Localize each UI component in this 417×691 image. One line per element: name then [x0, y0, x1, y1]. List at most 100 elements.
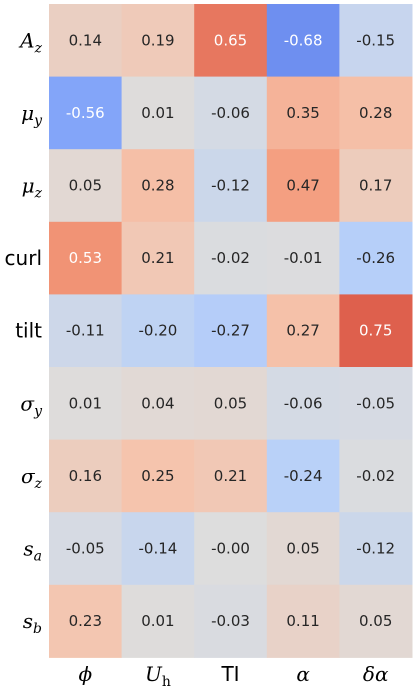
cell-value-label: -0.06 — [284, 394, 323, 412]
row-label: Az — [18, 28, 42, 56]
cell-value-label: -0.15 — [356, 31, 395, 49]
cell-value-label: 0.65 — [214, 31, 247, 49]
cell-value-label: -0.05 — [66, 540, 105, 558]
cell-value-label: 0.17 — [359, 177, 392, 195]
cell-value-label: -0.27 — [211, 322, 250, 340]
column-label: δα — [363, 662, 389, 686]
cell-value-label: 0.23 — [69, 612, 102, 630]
heatmap-cell — [194, 584, 268, 658]
row-label: sa — [23, 537, 42, 565]
cell-value-label: -0.03 — [211, 612, 250, 630]
heatmap-cell — [121, 439, 195, 513]
column-label: α — [296, 662, 310, 686]
cell-value-label: 0.01 — [69, 394, 102, 412]
heatmap-cell — [49, 439, 123, 513]
heatmap-cell — [49, 149, 123, 223]
cell-value-label: -0.26 — [356, 249, 395, 267]
cell-value-label: 0.28 — [359, 104, 392, 122]
cell-value-label: 0.04 — [141, 394, 174, 412]
heatmap-cell — [339, 294, 413, 368]
heatmap-cell — [339, 584, 413, 658]
cell-value-label: -0.01 — [284, 249, 323, 267]
heatmap-cell — [121, 76, 195, 150]
heatmap-cell — [49, 367, 123, 441]
heatmap-cell — [339, 149, 413, 223]
cell-value-label: -0.14 — [138, 540, 177, 558]
cell-value-label: 0.21 — [214, 467, 247, 485]
column-label: ϕ — [78, 662, 92, 686]
heatmap-cell — [339, 439, 413, 513]
heatmap-cell — [339, 221, 413, 295]
heatmap-cell — [266, 294, 340, 368]
heatmap-cell — [266, 439, 340, 513]
heatmap-cell — [266, 149, 340, 223]
row-labels: Az μy μz curl tilt σy σz sa sb — [5, 28, 44, 637]
heatmap-cell — [121, 294, 195, 368]
cell-value-label: 0.05 — [286, 540, 319, 558]
heatmap-cell — [194, 221, 268, 295]
heatmap-cell — [339, 367, 413, 441]
heatmap-cell — [194, 512, 268, 586]
heatmap-cell — [121, 512, 195, 586]
heatmap-cell — [121, 149, 195, 223]
cell-value-label: -0.02 — [356, 467, 395, 485]
cell-value-label: -0.00 — [211, 540, 250, 558]
cell-value-label: -0.68 — [284, 31, 323, 49]
cell-value-label: -0.24 — [284, 467, 323, 485]
heatmap-cell — [49, 294, 123, 368]
heatmap-cell — [194, 149, 268, 223]
heatmap-cell — [339, 4, 413, 78]
cell-value-label: -0.12 — [211, 177, 250, 195]
row-label: tilt — [15, 319, 42, 343]
cell-value-label: -0.56 — [66, 104, 105, 122]
heatmap-cell — [266, 367, 340, 441]
heatmap-cell — [266, 221, 340, 295]
cell-value-label: 0.25 — [141, 467, 174, 485]
cell-value-label: 0.47 — [286, 177, 319, 195]
cell-value-label: 0.75 — [359, 322, 392, 340]
heatmap-cell — [194, 367, 268, 441]
heatmap-cells: 0.14 0.19 0.65 -0.68 -0.15 -0.56 0.01 -0.06 0.35… — [49, 4, 413, 658]
heatmap-cell — [49, 512, 123, 586]
heatmap-cell — [194, 4, 268, 78]
cell-value-label: 0.27 — [286, 322, 319, 340]
cell-value-label: -0.20 — [138, 322, 177, 340]
heatmap-cell — [121, 584, 195, 658]
heatmap-cell — [49, 221, 123, 295]
cell-value-label: -0.02 — [211, 249, 250, 267]
row-label: σz — [21, 464, 43, 492]
heatmap-cell — [194, 294, 268, 368]
heatmap-cell — [121, 221, 195, 295]
cell-value-label: 0.14 — [69, 31, 102, 49]
heatmap-cell — [194, 76, 268, 150]
cell-value-label: 0.11 — [286, 612, 319, 630]
heatmap-cell — [121, 367, 195, 441]
heatmap-cell — [194, 439, 268, 513]
cell-value-label: 0.05 — [69, 177, 102, 195]
heatmap-cell — [49, 76, 123, 150]
column-labels: ϕ Uh TI α δα — [78, 662, 388, 690]
cell-value-label: 0.28 — [141, 177, 174, 195]
cell-value-label: 0.19 — [141, 31, 174, 49]
row-label: μz — [22, 174, 43, 202]
heatmap-cell — [121, 4, 195, 78]
column-label: Uh — [145, 662, 171, 690]
heatmap-cell — [339, 512, 413, 586]
cell-value-label: 0.01 — [141, 104, 174, 122]
heatmap-cell — [339, 76, 413, 150]
heatmap-cell — [49, 4, 123, 78]
cell-value-label: 0.05 — [359, 612, 392, 630]
heatmap-cell — [266, 4, 340, 78]
cell-value-label: 0.16 — [69, 467, 102, 485]
cell-value-label: -0.06 — [211, 104, 250, 122]
column-label: TI — [220, 662, 239, 686]
heatmap-cell — [49, 584, 123, 658]
cell-value-label: 0.05 — [214, 394, 247, 412]
cell-value-label: -0.12 — [356, 540, 395, 558]
heatmap-cell — [266, 512, 340, 586]
row-label: μy — [21, 101, 43, 129]
cell-value-label: 0.53 — [69, 249, 102, 267]
cell-value-label: -0.05 — [356, 394, 395, 412]
cell-value-label: 0.01 — [141, 612, 174, 630]
